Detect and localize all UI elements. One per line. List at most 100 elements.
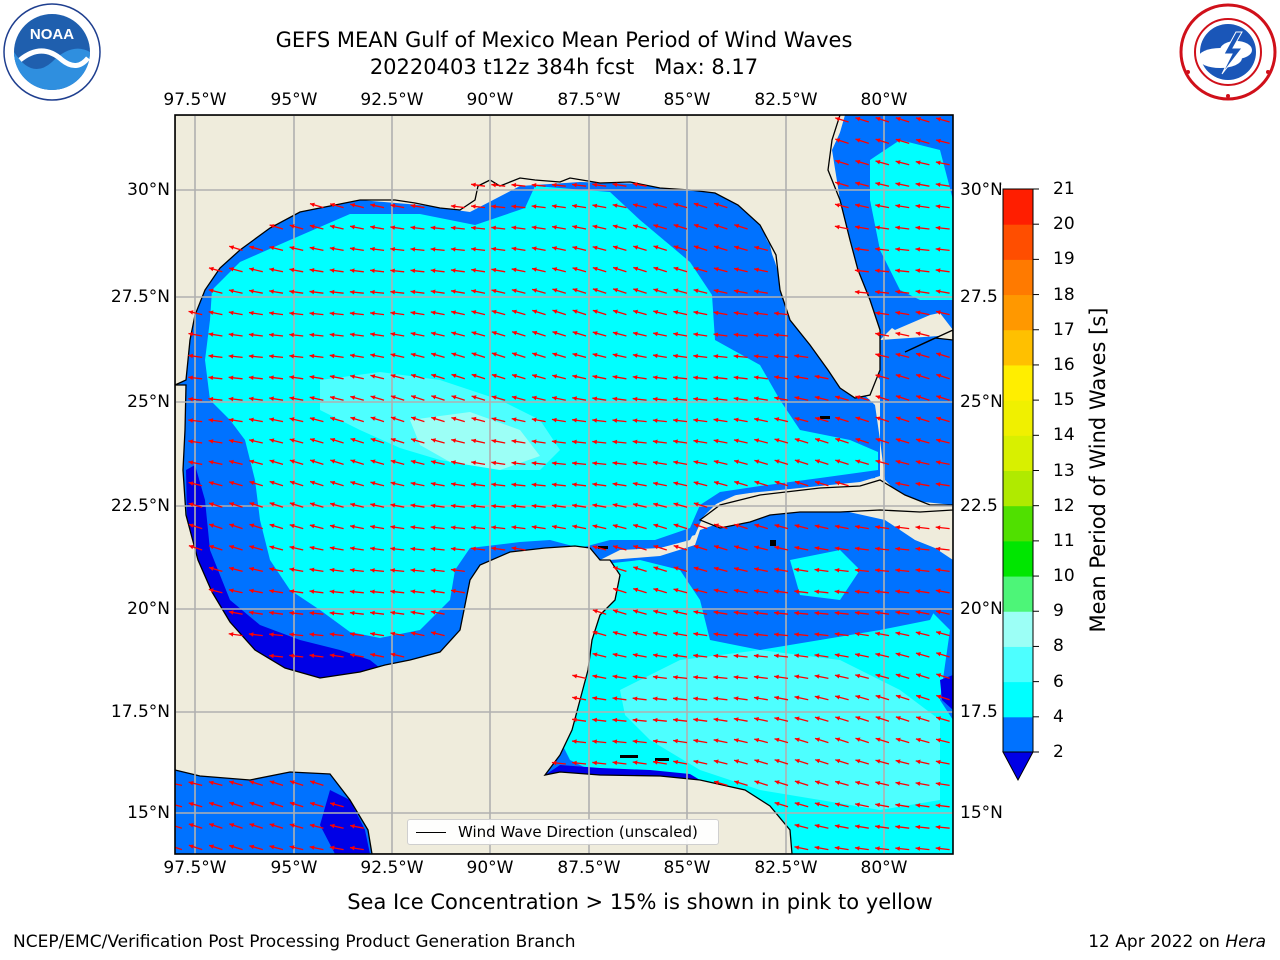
- wave-arrow-head: [835, 802, 840, 807]
- wave-arrow-head: [733, 438, 739, 444]
- colorbar-tick-label: 4: [1053, 706, 1064, 727]
- wave-arrow-head: [471, 525, 476, 530]
- wave-arrow-head: [713, 717, 719, 722]
- wave-arrow-head: [431, 438, 437, 443]
- wave-arrow-head: [834, 546, 840, 551]
- wave-arrow-head: [753, 696, 759, 701]
- wave-arrow-head: [410, 589, 416, 594]
- wave-arrow-head: [633, 288, 639, 293]
- wave-arrow-head: [491, 482, 496, 487]
- wave-arrow-head: [592, 717, 597, 723]
- wave-arrow-head: [329, 546, 335, 551]
- footer-machine: Hera: [1225, 932, 1266, 952]
- wave-arrow-head: [753, 311, 759, 316]
- wave-arrow-head: [592, 461, 597, 466]
- wave-arrow-head: [572, 309, 578, 314]
- wave-arrow-head: [451, 438, 457, 443]
- wave-arrow-head: [350, 374, 355, 379]
- wave-arrow-head: [289, 823, 295, 828]
- wave-arrow-head: [673, 609, 679, 615]
- wave-arrow-head: [572, 224, 578, 230]
- wave-arrow-head: [673, 202, 679, 208]
- wave-arrow-head: [349, 845, 355, 851]
- wave-arrow-head: [248, 632, 254, 637]
- wave-arrow-head: [733, 375, 739, 380]
- wave-arrow-head: [552, 246, 557, 251]
- wave-arrow-head: [209, 502, 214, 507]
- wave-arrow-head: [269, 396, 274, 401]
- wave-arrow-head: [814, 395, 820, 401]
- wave-arrow-head: [289, 801, 295, 807]
- wave-arrow-head: [329, 567, 335, 573]
- wave-arrow-head: [653, 566, 659, 571]
- wave-arrow-head: [875, 568, 880, 573]
- wave-arrow-head: [350, 353, 355, 358]
- wave-arrow-head: [774, 610, 779, 616]
- wave-arrow-head: [249, 780, 255, 785]
- wave-arrow-head: [370, 437, 376, 443]
- wave-arrow-head: [269, 588, 274, 594]
- wave-arrow-head: [430, 331, 436, 336]
- wave-arrow-head: [875, 759, 881, 764]
- wave-arrow-head: [794, 438, 800, 443]
- wave-arrow-head: [673, 502, 679, 507]
- wave-arrow-head: [632, 396, 638, 402]
- wave-arrow-head: [248, 332, 254, 338]
- wave-arrow-head: [531, 395, 537, 401]
- wave-arrow-head: [329, 823, 335, 829]
- wave-arrow-head: [248, 375, 254, 380]
- wave-arrow-head: [431, 352, 437, 357]
- lon-label-top: 97.5°W: [163, 90, 227, 110]
- wave-arrow-head: [714, 202, 719, 207]
- wave-arrow-head: [895, 268, 900, 274]
- wave-arrow-head: [349, 610, 355, 616]
- wave-arrow-head: [390, 589, 395, 594]
- wave-arrow-head: [935, 546, 941, 552]
- wave-arrow-head: [855, 395, 861, 400]
- wave-arrow-head: [935, 803, 941, 808]
- wave-arrow-head: [309, 589, 315, 594]
- wave-arrow-head: [754, 545, 760, 550]
- wave-arrow-head: [350, 524, 355, 529]
- wave-arrow-head: [390, 416, 396, 421]
- wave-arrow-head: [733, 396, 739, 402]
- wave-arrow-head: [612, 696, 618, 701]
- wave-arrow-head: [592, 439, 597, 445]
- wave-arrow-head: [653, 202, 659, 208]
- wave-arrow-head: [208, 288, 214, 294]
- wave-arrow-head: [652, 739, 658, 744]
- wave-arrow-head: [228, 610, 234, 615]
- wind-wave-arrows: [175, 116, 950, 851]
- wave-arrow-head: [310, 438, 315, 443]
- wave-arrow-head: [875, 203, 881, 209]
- wave-arrow-head: [188, 780, 194, 786]
- wave-arrow-head: [895, 610, 901, 615]
- colorbar-tick-label: 11: [1053, 530, 1075, 551]
- wave-arrow-head: [552, 288, 558, 293]
- wave-arrow-head: [592, 266, 598, 272]
- wave-arrow-head: [329, 632, 335, 637]
- wave-arrow-head: [693, 418, 699, 423]
- wave-arrow-head: [774, 589, 779, 594]
- wave-arrow-head: [673, 717, 678, 723]
- wave-arrow-head: [733, 653, 739, 659]
- wave-arrow-head: [936, 738, 941, 743]
- wave-arrow-head: [370, 311, 375, 316]
- wave-arrow-head: [895, 160, 901, 165]
- colorbar-tick-label: 16: [1053, 354, 1075, 375]
- wave-arrow-head: [915, 268, 921, 273]
- wave-arrow-head: [349, 332, 355, 337]
- wave-arrow-head: [511, 525, 517, 530]
- wave-arrow-head: [794, 610, 799, 616]
- wave-arrow-head: [330, 416, 336, 422]
- wave-arrow-head: [774, 737, 780, 743]
- wave-arrow-head: [794, 632, 799, 637]
- wave-arrow-head: [208, 310, 214, 315]
- wave-arrow-head: [653, 523, 659, 529]
- wave-arrow-head: [592, 482, 598, 487]
- wave-arrow-head: [774, 311, 779, 316]
- lat-label-right: 30°N: [960, 180, 1003, 200]
- wave-arrow-head: [209, 544, 214, 550]
- wave-arrow-head: [249, 438, 255, 444]
- wave-arrow-head: [612, 224, 618, 229]
